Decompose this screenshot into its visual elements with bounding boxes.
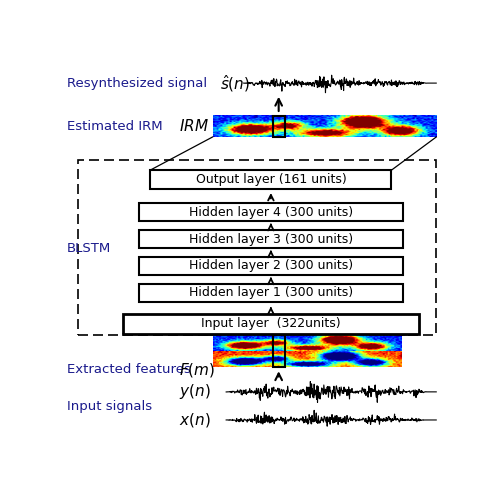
Text: Resynthesized signal: Resynthesized signal <box>67 76 206 90</box>
Bar <box>123 314 418 334</box>
Text: Input signals: Input signals <box>67 400 151 413</box>
Text: BLSTM: BLSTM <box>67 242 111 255</box>
Bar <box>138 203 402 222</box>
Bar <box>78 160 435 336</box>
Text: Hidden layer 1 (300 units): Hidden layer 1 (300 units) <box>188 286 352 300</box>
Text: Hidden layer 4 (300 units): Hidden layer 4 (300 units) <box>188 206 352 218</box>
Bar <box>273 116 284 137</box>
Text: Extracted features: Extracted features <box>67 364 190 376</box>
Bar <box>138 256 402 275</box>
Bar <box>138 230 402 248</box>
Text: Input layer  (322units): Input layer (322units) <box>201 317 340 330</box>
Text: $\hat{s}(n)$: $\hat{s}(n)$ <box>220 72 250 94</box>
Text: $F(m)$: $F(m)$ <box>179 361 215 379</box>
Text: Hidden layer 2 (300 units): Hidden layer 2 (300 units) <box>188 260 352 272</box>
Text: Estimated IRM: Estimated IRM <box>67 120 162 132</box>
Text: $y(n)$: $y(n)$ <box>179 382 210 402</box>
Bar <box>150 170 391 188</box>
Bar <box>138 284 402 302</box>
Text: $x(n)$: $x(n)$ <box>179 411 210 429</box>
Bar <box>273 336 284 367</box>
Text: Hidden layer 3 (300 units): Hidden layer 3 (300 units) <box>188 232 352 245</box>
Text: $IRM$: $IRM$ <box>179 118 209 134</box>
Text: Output layer (161 units): Output layer (161 units) <box>195 173 346 186</box>
